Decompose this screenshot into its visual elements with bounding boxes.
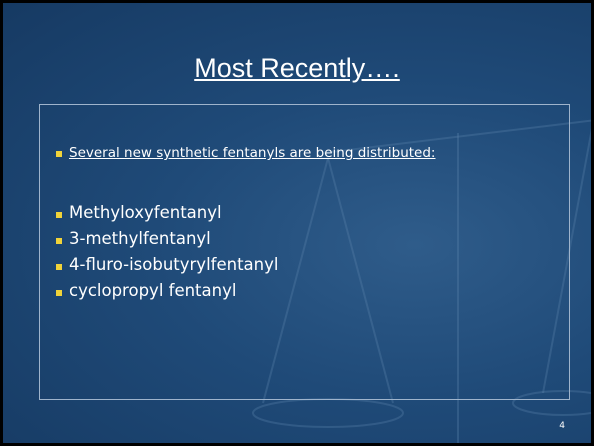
bullet: [56, 212, 62, 218]
slide: Most Recently…. Several new synthetic fe…: [0, 0, 594, 446]
list-item: 3-methylfentanyl: [69, 229, 211, 248]
page-number: 4: [559, 421, 565, 431]
bullet: [56, 238, 62, 244]
bullet: [56, 264, 62, 270]
bullet: [56, 290, 62, 296]
list-item: 4-fluro-isobutyrylfentanyl: [69, 255, 278, 274]
bullet: [56, 151, 62, 157]
slide-title: Most Recently….: [3, 53, 591, 84]
content-box: Several new synthetic fentanyls are bein…: [39, 104, 570, 400]
list-item: cyclopropyl fentanyl: [69, 281, 236, 300]
list-item: Methyloxyfentanyl: [69, 203, 222, 222]
intro-text: Several new synthetic fentanyls are bein…: [69, 145, 435, 161]
